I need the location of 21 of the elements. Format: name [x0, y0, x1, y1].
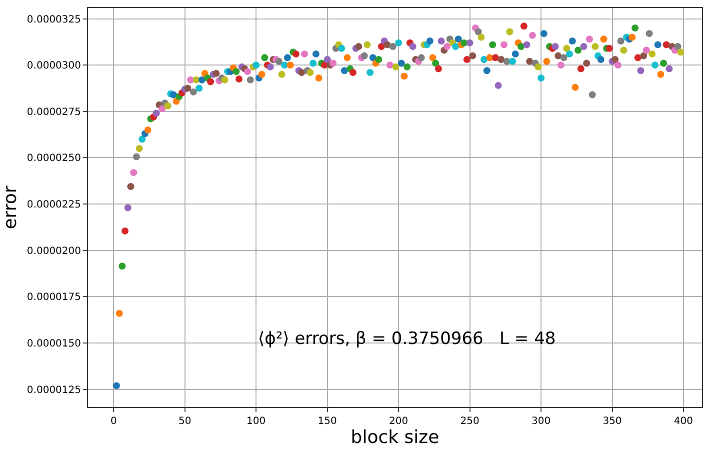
x-tick-label: 50 — [178, 416, 192, 427]
y-tick-label: 0.0000150 — [26, 338, 81, 350]
y-tick-label: 0.0000300 — [26, 60, 81, 72]
y-tick-label: 0.0000200 — [26, 246, 81, 257]
x-tick-label: 250 — [460, 416, 480, 427]
annotation: ⟨ϕ²⟩ errors, β = 0.3750966 L = 48 — [258, 329, 556, 349]
x-tick-label: 300 — [531, 416, 551, 427]
y-tick-label: 0.0000325 — [26, 14, 81, 26]
x-tick-label: 150 — [318, 416, 337, 427]
y-tick-label: 0.0000175 — [26, 292, 81, 304]
y-tick-label: 0.0000125 — [26, 384, 81, 396]
y-tick-label: 0.0000250 — [26, 153, 81, 164]
x-tick-label: 350 — [602, 416, 622, 427]
y-tick-label: 0.0000275 — [26, 106, 81, 118]
x-tick-label: 100 — [246, 416, 266, 427]
x-tick-label: 200 — [389, 416, 408, 427]
x-tick-label: 400 — [674, 416, 694, 427]
x-axis-title: block size — [350, 427, 440, 448]
y-tick-label: 0.0000225 — [26, 200, 81, 211]
x-tick-label: 0 — [110, 416, 117, 427]
y-axis-title: error — [0, 185, 21, 230]
